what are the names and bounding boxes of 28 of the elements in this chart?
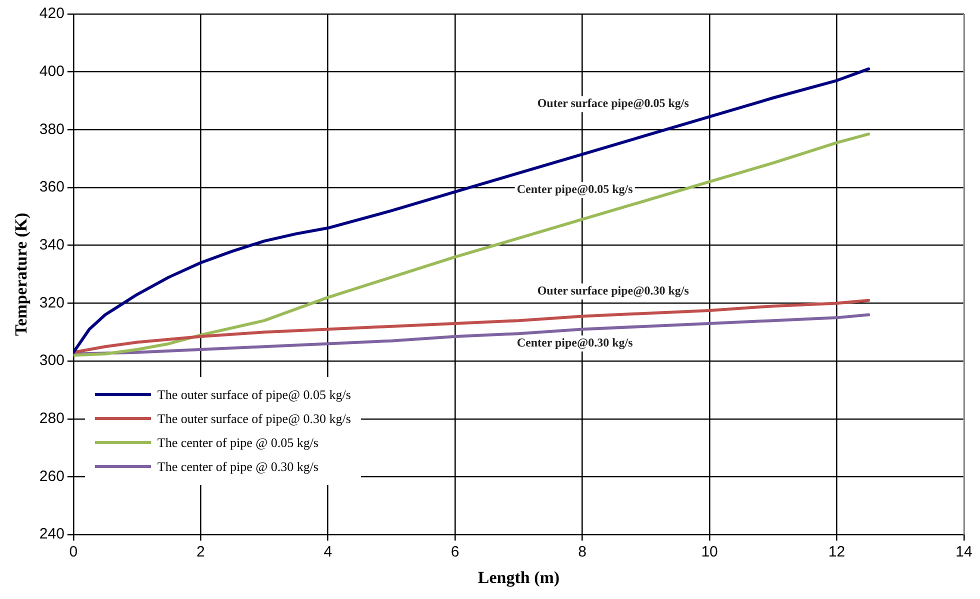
y-tick-label: 380: [39, 120, 64, 138]
y-tick-label: 300: [39, 352, 64, 370]
annotation: Outer surface pipe@0.30 kg/s: [537, 284, 690, 298]
x-tick-label: 6: [450, 544, 460, 561]
legend-label: The outer surface of pipe@ 0.05 kg/s: [157, 386, 351, 403]
y-tick-label: 240: [39, 526, 64, 543]
y-tick-label: 280: [39, 410, 64, 428]
y-tick-label: 400: [39, 62, 64, 80]
y-axis-title: Temperature (K): [12, 212, 31, 336]
annotation: Outer surface pipe@0.05 kg/s: [537, 96, 690, 110]
x-tick-label: 10: [701, 544, 718, 561]
y-tick-label: 260: [39, 468, 64, 485]
y-tick-label: 360: [39, 178, 64, 196]
x-tick-label: 12: [828, 544, 846, 561]
annotation: Center pipe@0.05 kg/s: [516, 182, 634, 196]
legend-label: The center of pipe @ 0.30 kg/s: [157, 458, 318, 475]
annotation: Center pipe@0.30 kg/s: [516, 336, 634, 350]
legend-label: The center of pipe @ 0.05 kg/s: [157, 434, 318, 451]
x-tick-label: 2: [196, 544, 205, 561]
y-tick-label: 340: [39, 236, 64, 254]
y-tick-label: 320: [39, 294, 64, 312]
x-tick-label: 0: [69, 544, 78, 561]
x-tick-label: 4: [324, 544, 332, 561]
x-tick-label: 14: [956, 544, 972, 561]
x-axis-title: Length (m): [478, 568, 560, 588]
x-tick-label: 8: [578, 544, 586, 561]
legend-label: The outer surface of pipe@ 0.30 kg/s: [157, 410, 351, 427]
y-tick-label: 420: [39, 5, 64, 22]
